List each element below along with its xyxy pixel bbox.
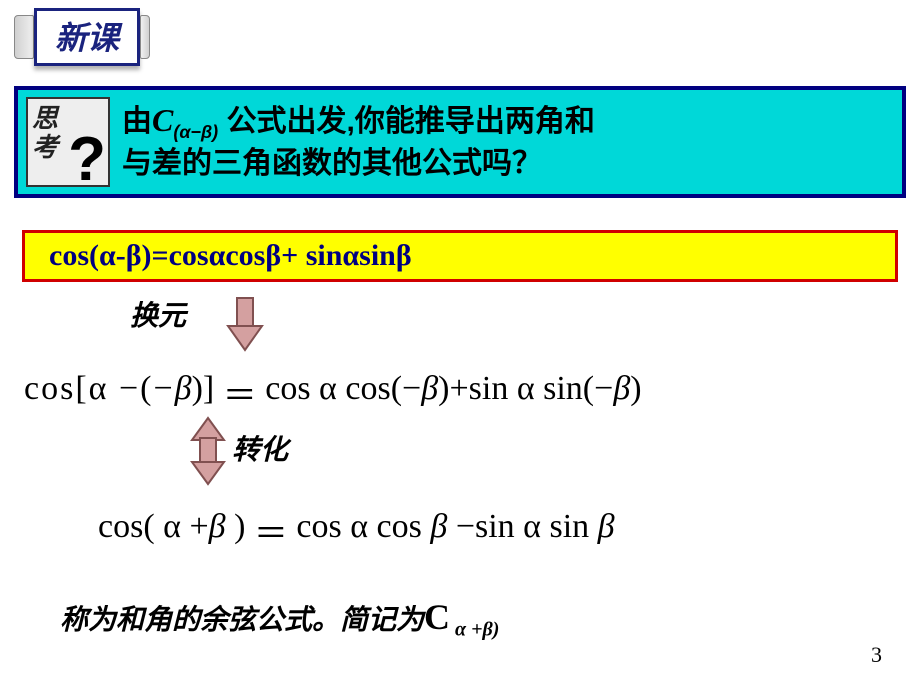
eq2-beta1: β [209,508,226,545]
eq1-rightc: ) [630,370,641,407]
page-number: 3 [871,642,882,668]
think-icon: 思 考 ? [26,97,110,187]
substitute-label: 换元 [130,294,186,334]
think-line1-pre: 由 [122,105,152,138]
eq1-left: cos[α −(− [24,370,175,407]
tab-scroll-left-decor [14,15,34,59]
equation-1: cos[α −(−β)] ＝ cos α cos(−β)+sin α sin(−… [24,360,642,409]
think-line1-post: 公式出发,你能推导出两角和 [218,105,595,138]
eq2-beta3: β [598,508,615,545]
think-icon-chars: 思 考 [32,105,58,162]
think-box: 思 考 ? 由C(α−β) 公式出发,你能推导出两角和 与差的三角函数的其他公式… [14,86,906,198]
eq1-mid: )] [192,370,223,407]
eq2-left: cos( α + [98,508,209,545]
eq2-beta2: β [430,508,447,545]
eq2-mid: ) [226,508,254,545]
think-line2: 与差的三角函数的其他公式吗？ [122,147,542,180]
think-c-sub: (α−β) [173,122,218,142]
think-text: 由C(α−β) 公式出发,你能推导出两角和 与差的三角函数的其他公式吗？ [122,99,595,185]
footer-c: C [424,597,450,637]
footer-text: 称为和角的余弦公式。简记为C α +β) [60,596,499,642]
footer-pre: 称为和角的余弦公式。简记为 [60,605,424,636]
arrow-updown-icon [186,416,230,491]
eq2-rightb: −sin α sin [447,508,597,545]
eq1-beta2: β [421,370,438,407]
arrow-down-icon [224,296,266,354]
eq1-righta: cos α cos(− [257,370,421,407]
cosine-diff-formula-box: cos(α-β)=cosαcosβ+ sinαsinβ [22,230,898,282]
think-c-symbol: C [152,102,173,138]
eq2-right: cos α cos [288,508,430,545]
eq1-beta1: β [175,370,192,407]
transform-label: 转化 [232,428,288,468]
tab-scroll-right-decor [140,15,150,59]
equation-2: cos( α +β ) ＝ cos α cos β −sin α sin β [98,498,615,547]
lesson-tab: 新课 [14,8,150,66]
question-mark-icon: ? [68,129,106,191]
footer-sub: α +β) [450,619,499,641]
lesson-tab-label: 新课 [34,8,140,66]
cosine-diff-formula: cos(α-β)=cosαcosβ+ sinαsinβ [49,239,412,273]
eq1-rightb: )+sin α sin(− [438,370,613,407]
eq1-beta3: β [613,370,630,407]
eq2-equals: ＝ [254,516,288,553]
eq1-equals: ＝ [223,378,257,415]
